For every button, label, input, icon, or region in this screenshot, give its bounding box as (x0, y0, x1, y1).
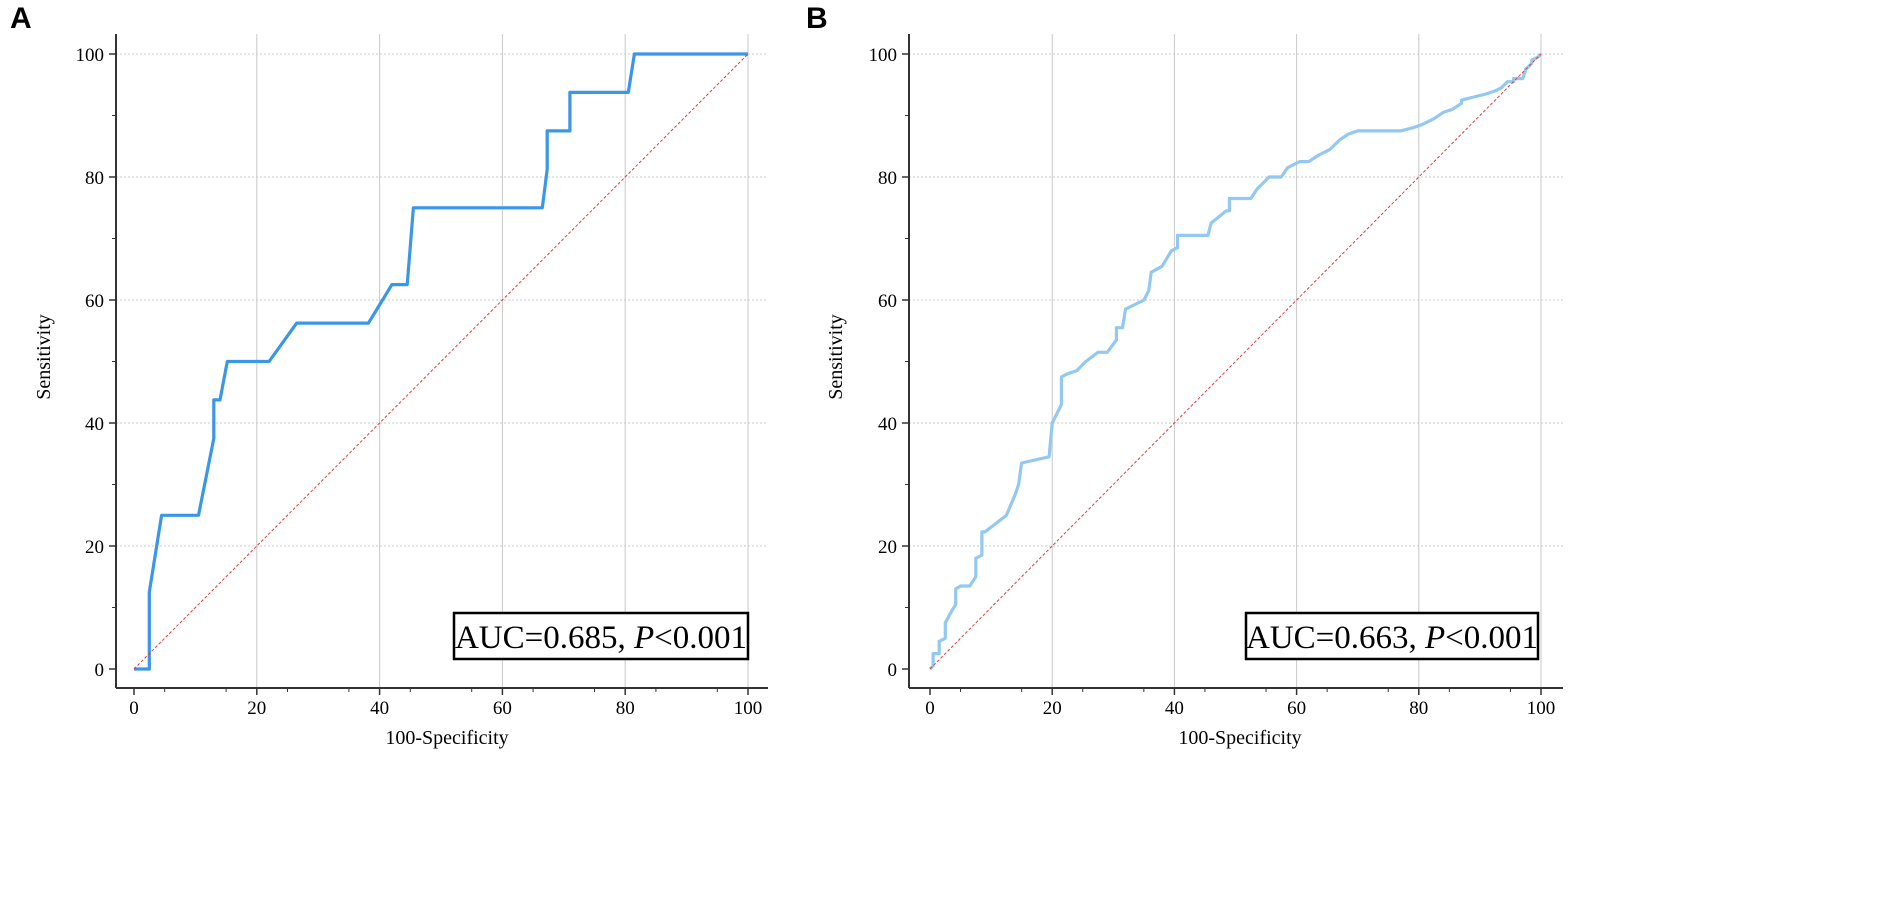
roc-curve-line (928, 52, 1543, 671)
y-tick-label: 0 (95, 660, 105, 681)
y-tick-label: 100 (869, 45, 898, 66)
auc-annotation-box (452, 611, 750, 661)
x-tick-label: 0 (129, 698, 139, 719)
x-tick-label: 60 (493, 698, 512, 719)
y-tick-label: 40 (85, 414, 104, 435)
auc-annotation-text: AUC=0.663, P<0.001 (1246, 620, 1538, 656)
y-tick-label: 100 (76, 45, 105, 66)
x-tick-label: 40 (1165, 698, 1184, 719)
x-axis-title: 100-Specificity (1178, 727, 1301, 749)
x-tick-label: 80 (1409, 698, 1428, 719)
panel-label-a: A (10, 2, 32, 35)
auc-annotation-box (1244, 611, 1540, 661)
y-tick-label: 60 (878, 291, 897, 312)
roc-chart-b: 0 20 40 60 80 100 0 20 40 60 80 100 100-Specificity S… (825, 34, 1563, 749)
x-tick-label: 0 (925, 698, 935, 719)
y-axis-title: Sensitivity (825, 314, 847, 400)
y-tick-label: 20 (85, 537, 104, 558)
y-axis-title: Sensitivity (33, 314, 55, 400)
roc-chart-a: 0 20 40 60 80 100 0 20 40 60 80 100 100-Specificity S… (33, 34, 768, 749)
x-tick-label: 80 (616, 698, 635, 719)
x-tick-label: 20 (1043, 698, 1062, 719)
reference-diagonal-line (929, 53, 1542, 670)
y-tick-label: 80 (85, 168, 104, 189)
y-tick-label: 20 (878, 537, 897, 558)
y-tick-label: 60 (85, 291, 104, 312)
auc-annotation-text: AUC=0.685, P<0.001 (455, 620, 747, 656)
x-tick-label: 20 (247, 698, 266, 719)
x-tick-label: 60 (1287, 698, 1306, 719)
x-tick-label: 100 (1527, 698, 1556, 719)
y-tick-label: 80 (878, 168, 897, 189)
x-tick-label: 40 (370, 698, 389, 719)
x-tick-label: 100 (734, 698, 763, 719)
y-tick-label: 0 (888, 660, 898, 681)
roc-curve-line (134, 52, 748, 671)
x-axis-title: 100-Specificity (385, 727, 508, 749)
y-tick-label: 40 (878, 414, 897, 435)
panel-label-b: B (806, 2, 828, 35)
